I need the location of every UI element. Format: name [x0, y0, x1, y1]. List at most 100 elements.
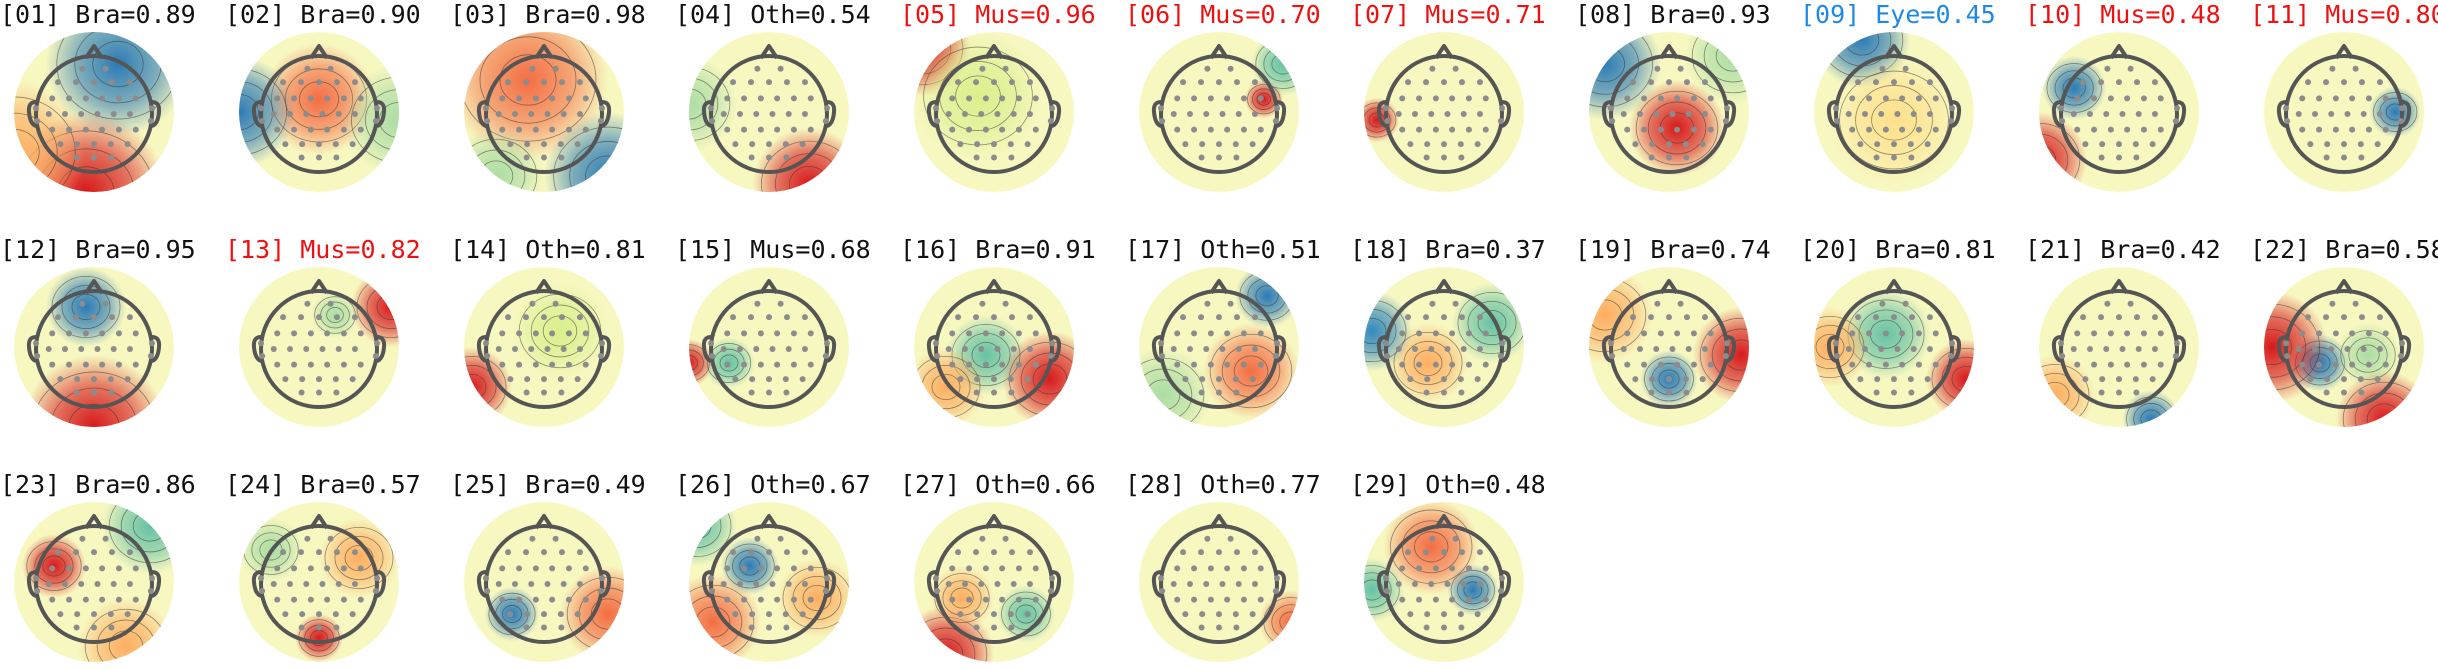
right-ear-icon [1951, 100, 1962, 128]
electrode-dot [1251, 79, 1258, 86]
left-ear-icon [2051, 100, 2062, 128]
electrode-dot [574, 611, 581, 618]
electrode-dot [94, 581, 101, 587]
contour-line [326, 307, 344, 323]
electrode-dot [1272, 117, 1279, 124]
electrode-dot [945, 111, 952, 117]
electrode-dot [582, 95, 589, 102]
electrode-dot [115, 126, 122, 133]
head-outline [1159, 524, 1279, 644]
electrode-dot [374, 105, 380, 112]
electrode-dot [2316, 330, 2323, 337]
electrode-dot [55, 549, 62, 556]
electrode-dot [2116, 389, 2122, 396]
electrode-dot [1216, 611, 1222, 618]
scalp-map-svg [2039, 267, 2199, 427]
scalp-map-svg [2039, 32, 2199, 192]
electrode-dot [1833, 105, 1839, 112]
scalp-map [239, 267, 399, 427]
electrode-dot [709, 117, 716, 124]
electrode-dot [1899, 126, 1906, 133]
electrode-dot [1257, 565, 1264, 572]
electrode-dot [1207, 565, 1214, 572]
electrode-dot [1180, 314, 1187, 321]
component-label: [06] Mus=0.70 [1125, 0, 1321, 29]
electrode-dot [270, 346, 277, 352]
electrode-dot [1649, 141, 1656, 148]
electrode-dot [149, 575, 155, 582]
electrode-dot [1866, 361, 1873, 368]
contour-line [61, 284, 111, 330]
electrode-dot [523, 389, 530, 396]
electrode-dot [949, 330, 956, 337]
electrode-dot [966, 330, 973, 337]
electrode-dot [1227, 535, 1234, 542]
electrode-dot [1457, 141, 1464, 148]
electrode-dot [1707, 95, 1714, 102]
electrode-dot [1891, 389, 1897, 396]
electrode-dot [2140, 126, 2147, 133]
head-outline [2059, 54, 2179, 174]
right-ear-icon [601, 570, 612, 598]
electrode-dot [1474, 611, 1481, 618]
electrode-dot [597, 587, 604, 594]
electrode-dot [766, 389, 772, 396]
electrode-dot [324, 330, 331, 337]
electrode-dot [774, 95, 781, 102]
electrode-dot [74, 141, 81, 148]
contour-line [2373, 92, 2418, 132]
electrode-dot [1908, 314, 1915, 321]
electrode-dot [49, 126, 56, 133]
left-ear-icon [2276, 100, 2287, 128]
electrode-dot [1833, 340, 1839, 347]
electrode-dot [2074, 95, 2081, 102]
electrode-dot [1429, 300, 1436, 307]
electrode-dot [748, 154, 755, 161]
right-ear-icon [151, 100, 162, 128]
electrode-dot [766, 79, 772, 86]
activation-blob [46, 267, 126, 347]
electrode-dot [2365, 361, 2372, 368]
electrode-dot [1216, 314, 1222, 321]
electrode-dot [541, 624, 547, 631]
contour-line [1467, 301, 1517, 346]
electrode-dot [582, 565, 589, 572]
electrode-dot [33, 340, 39, 347]
electrode-dot [316, 624, 322, 631]
electrode-dot [2344, 111, 2351, 117]
contour-line [479, 36, 577, 124]
electrode-dot [1251, 581, 1258, 587]
electrode-dot [1674, 126, 1681, 133]
electrode-dot [107, 141, 114, 148]
electrode-dot [1257, 330, 1264, 337]
nose-icon [984, 514, 1004, 530]
electrode-dot [1497, 587, 1504, 594]
electrode-dot [1170, 581, 1177, 587]
electrode-dot [2295, 346, 2302, 352]
electrode-dot [982, 95, 989, 102]
component-label: [04] Oth=0.54 [675, 0, 871, 29]
electrode-dot [2058, 340, 2064, 347]
scalp-map-svg [689, 267, 849, 427]
scalp-map-svg [2264, 267, 2424, 427]
electrode-dot [1476, 581, 1483, 587]
electrode-dot [757, 361, 764, 368]
nose-icon [984, 279, 1004, 295]
electrode-dot [2382, 126, 2389, 133]
electrode-dot [1032, 330, 1039, 337]
electrode-dot [91, 611, 97, 618]
electrode-dot [1207, 361, 1214, 368]
electrode-dot [1690, 95, 1697, 102]
left-ear-icon [926, 570, 937, 598]
electrode-dot [1648, 389, 1655, 396]
right-ear-icon [1051, 570, 1062, 598]
electrode-dot [2098, 389, 2105, 396]
electrode-dot [541, 79, 547, 86]
contour-line [1015, 604, 1037, 624]
electrode-dot [82, 330, 89, 337]
contour-line [1814, 325, 1855, 370]
component-label: [01] Bra=0.89 [0, 0, 196, 29]
electrode-dot [807, 361, 814, 368]
electrode-dot [327, 535, 334, 542]
electrode-dot [966, 126, 973, 133]
